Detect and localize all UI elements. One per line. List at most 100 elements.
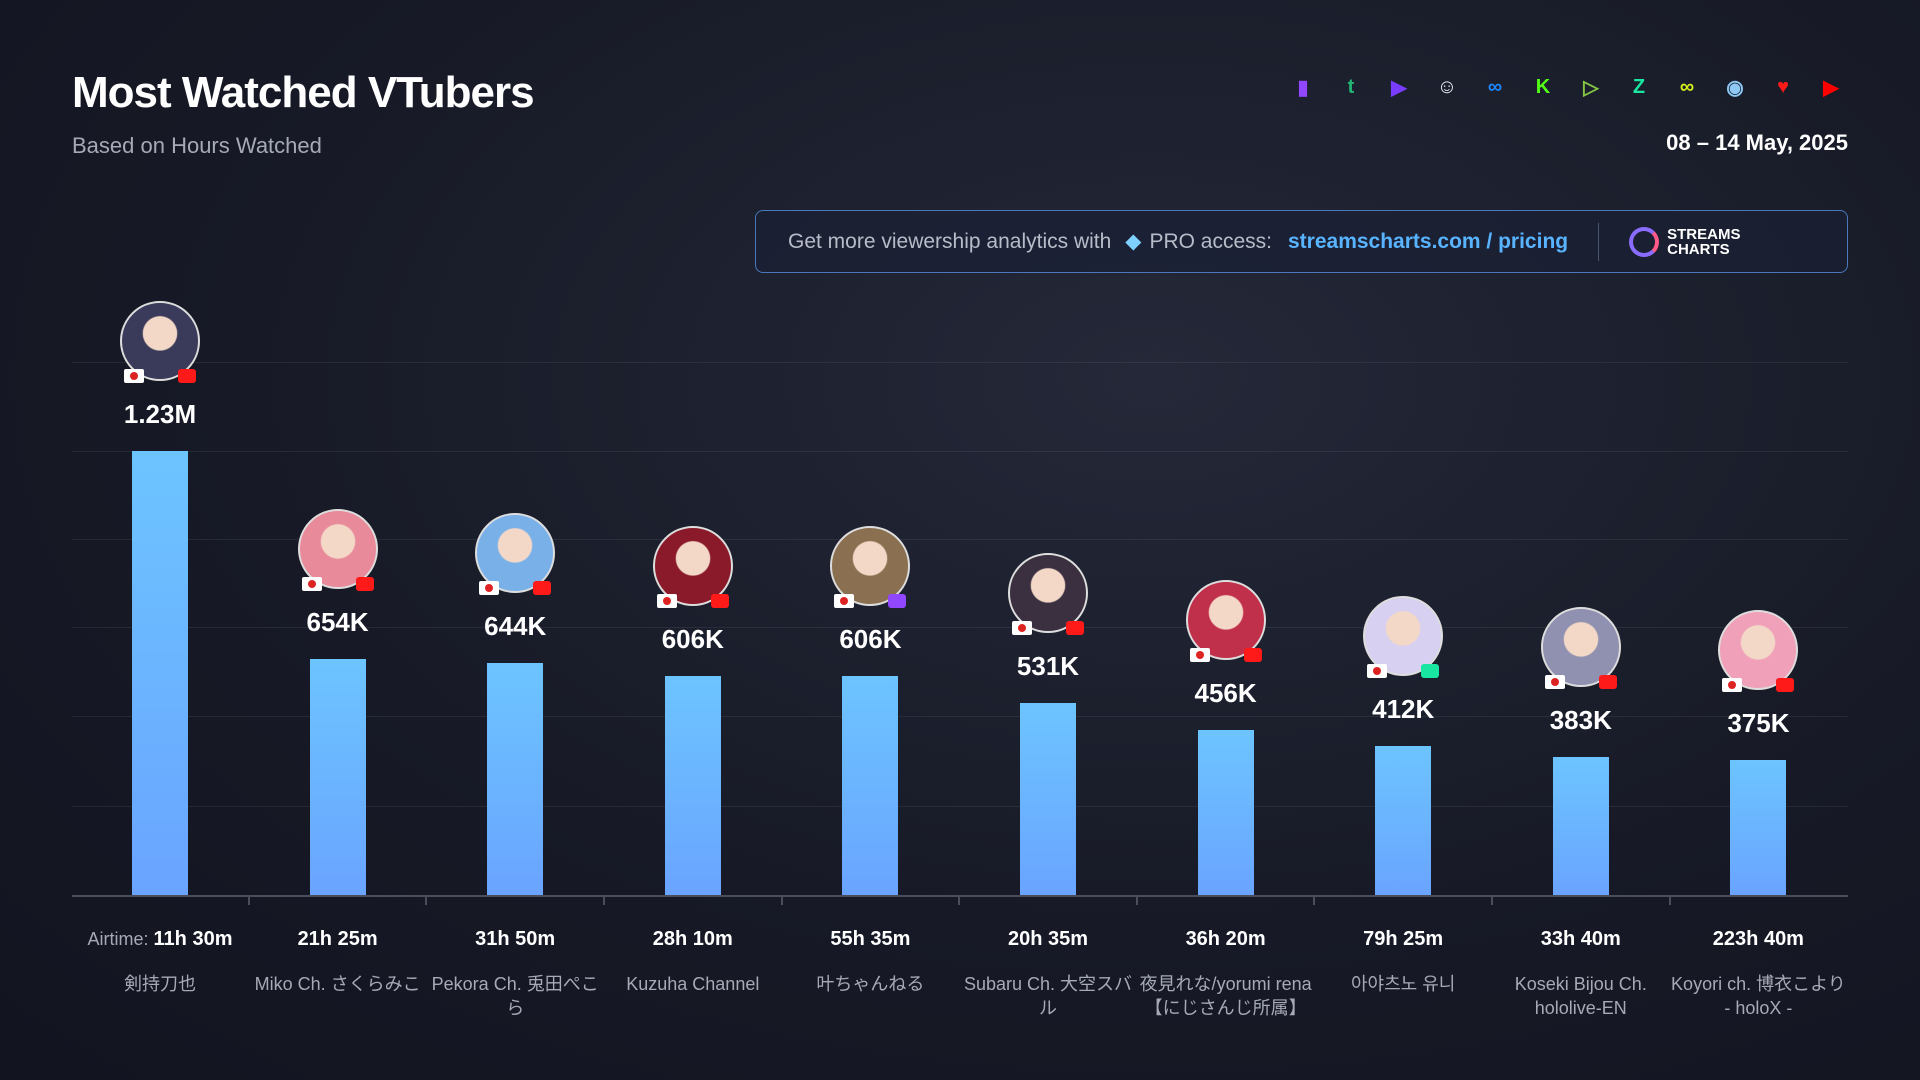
airtime-text: 79h 25m: [1363, 928, 1444, 950]
youtube-icon: [533, 580, 552, 595]
rumble-icon: ▷: [1583, 76, 1599, 99]
channel-name: 아야츠노 유니: [1351, 974, 1456, 994]
axis-tick: [1313, 895, 1316, 905]
flag-jp-icon: [1722, 677, 1743, 692]
kick-icon: K: [1535, 75, 1551, 98]
value-label: 412K: [1372, 694, 1435, 725]
axis-tick: [425, 895, 428, 905]
airtime-text: 21h 25m: [297, 928, 378, 950]
youtube-icon: [1066, 621, 1084, 636]
youtube-icon: [1598, 674, 1617, 689]
avatar: [652, 526, 733, 609]
flag-jp-icon: [479, 580, 500, 595]
flag-jp-icon: [301, 576, 322, 591]
afreeca-icon: ∞: [1487, 75, 1503, 98]
bar: [1552, 756, 1609, 895]
value-label: 606K: [661, 624, 724, 655]
zhanqi-icon: Z: [1632, 75, 1646, 98]
flag-jp-icon: [1012, 621, 1032, 636]
youtube-icon: [355, 576, 374, 591]
bar: [309, 658, 366, 895]
flag-jp-icon: [124, 369, 144, 383]
flag-jp-icon: [1544, 674, 1565, 689]
banner-pro: PRO access:: [1149, 229, 1272, 253]
page-subtitle: Based on Hours Watched: [72, 133, 322, 158]
bar: [132, 451, 188, 895]
flag-jp-icon: [834, 594, 855, 609]
avatar: [830, 526, 911, 609]
value-label: 456K: [1194, 678, 1257, 709]
value-label: 644K: [484, 610, 547, 641]
axis-tick: [780, 895, 783, 905]
avatar: [1718, 609, 1799, 692]
steam-icon: ◉: [1726, 76, 1744, 99]
youtube-icon: [1243, 648, 1262, 663]
value-label: 531K: [1016, 651, 1080, 682]
twitch-icon: [888, 594, 907, 609]
banner-text: Get more viewership analytics with: [788, 229, 1112, 253]
channel-name: Subaru Ch. 大空スバル: [963, 974, 1133, 1018]
chzzk-icon: ∞: [1679, 75, 1695, 98]
channel-name: Koyori ch. 博衣こより - holoX -: [1671, 974, 1846, 1018]
page-title: Most Watched VTubers: [72, 68, 535, 117]
airtime-text: 55h 35m: [830, 928, 911, 950]
date-range: 08 – 14 May, 2025: [1666, 130, 1848, 155]
avatar: [1185, 580, 1266, 663]
avatar: [1363, 596, 1444, 679]
gridline: [72, 806, 1848, 807]
airtime-text: 36h 20m: [1185, 928, 1266, 950]
bar: [842, 676, 899, 895]
pricing-link[interactable]: streamscharts.com / pricing: [1288, 229, 1569, 253]
airtime-value: 21h 25m: [248, 928, 428, 951]
logo-icon: [1629, 226, 1660, 257]
airtime-text: 11h 30m: [153, 928, 233, 950]
airtime-text: 31h 50m: [475, 928, 556, 950]
airtime-text: 20h 35m: [1007, 928, 1089, 950]
airtime-value: 33h 40m: [1491, 928, 1671, 951]
bar: [1197, 730, 1254, 895]
airtime-value: 36h 20m: [1136, 928, 1316, 951]
airtime-text: 28h 10m: [652, 928, 733, 950]
streamscharts-logo: STREAMS CHARTS: [1629, 225, 1757, 258]
platform-icons: ▮ t ▶ ☺ ∞ K ▷ Z ∞ ◉ ♥ ▶: [1286, 70, 1848, 104]
axis-tick: [603, 895, 605, 905]
avatar: [297, 508, 378, 591]
airtime-value: 55h 35m: [780, 928, 960, 951]
channel-name: 叶ちゃんねる: [816, 974, 925, 994]
youtube-icon: [710, 594, 729, 609]
axis-tick: [247, 895, 250, 905]
trovo-icon: t: [1347, 75, 1355, 98]
flag-jp-icon: [1189, 648, 1210, 663]
gridline: [72, 362, 1848, 363]
axis-tick: [1135, 895, 1138, 905]
gridline: [72, 451, 1848, 452]
airtime-value: Airtime: 11h 30m: [50, 928, 270, 951]
bar: [1020, 703, 1076, 895]
youtube-icon: [178, 369, 196, 383]
youtube-icon: ▶: [1823, 76, 1839, 99]
axis-tick: [1491, 895, 1493, 905]
bar: [487, 662, 544, 895]
flag-kr-icon: [1367, 664, 1388, 679]
avatar: [120, 301, 200, 383]
axis-tick: [958, 895, 961, 905]
channel-name: 夜見れな/yorumi rena【にじさんじ所属】: [1139, 974, 1312, 1018]
youtube-icon: [1776, 677, 1795, 692]
logo-text: STREAMS CHARTS: [1667, 225, 1741, 258]
airtime-text: 223h 40m: [1712, 928, 1804, 950]
airtime-label: Airtime:: [87, 929, 154, 949]
chzzk-icon: [1421, 664, 1440, 679]
bar: [1730, 759, 1787, 895]
avatar: [475, 512, 556, 595]
avatar: [1540, 606, 1621, 689]
airtime-value: 20h 35m: [958, 928, 1138, 951]
airtime-value: 31h 50m: [425, 928, 605, 951]
gridline: [72, 627, 1848, 628]
bar: [664, 676, 721, 895]
divider: [1598, 222, 1600, 261]
nimo-icon: ♥: [1777, 75, 1789, 98]
vk-play-icon: ▶: [1391, 76, 1407, 99]
channel-name: Miko Ch. さくらみこ: [254, 974, 421, 994]
value-label: 375K: [1727, 707, 1790, 738]
